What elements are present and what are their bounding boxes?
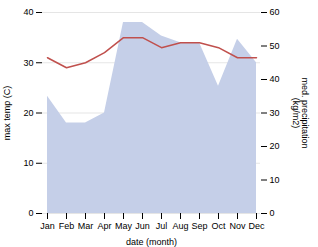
svg-text:20: 20 [23,108,33,118]
svg-text:10: 10 [23,158,33,168]
svg-text:Oct: Oct [211,221,226,231]
svg-text:50: 50 [270,41,280,51]
svg-text:Apr: Apr [97,221,111,231]
svg-text:0: 0 [270,208,275,218]
svg-text:10: 10 [270,175,280,185]
svg-text:max temp (C): max temp (C) [2,86,12,141]
svg-text:Nov: Nov [229,221,246,231]
svg-text:May: May [115,221,133,231]
svg-text:Dec: Dec [248,221,265,231]
svg-text:med. precipitation(kg/m2): med. precipitation(kg/m2) [291,77,310,148]
svg-text:20: 20 [270,141,280,151]
svg-text:30: 30 [23,58,33,68]
svg-text:Jun: Jun [135,221,150,231]
svg-text:Sep: Sep [191,221,207,231]
svg-text:date (month): date (month) [126,237,177,247]
svg-text:40: 40 [23,7,33,17]
svg-text:Aug: Aug [172,221,188,231]
svg-text:0: 0 [28,208,33,218]
svg-text:Jan: Jan [40,221,55,231]
svg-text:Feb: Feb [59,221,75,231]
svg-text:40: 40 [270,74,280,84]
svg-text:30: 30 [270,108,280,118]
svg-text:Mar: Mar [78,221,94,231]
svg-text:60: 60 [270,7,280,17]
svg-text:Jul: Jul [156,221,168,231]
